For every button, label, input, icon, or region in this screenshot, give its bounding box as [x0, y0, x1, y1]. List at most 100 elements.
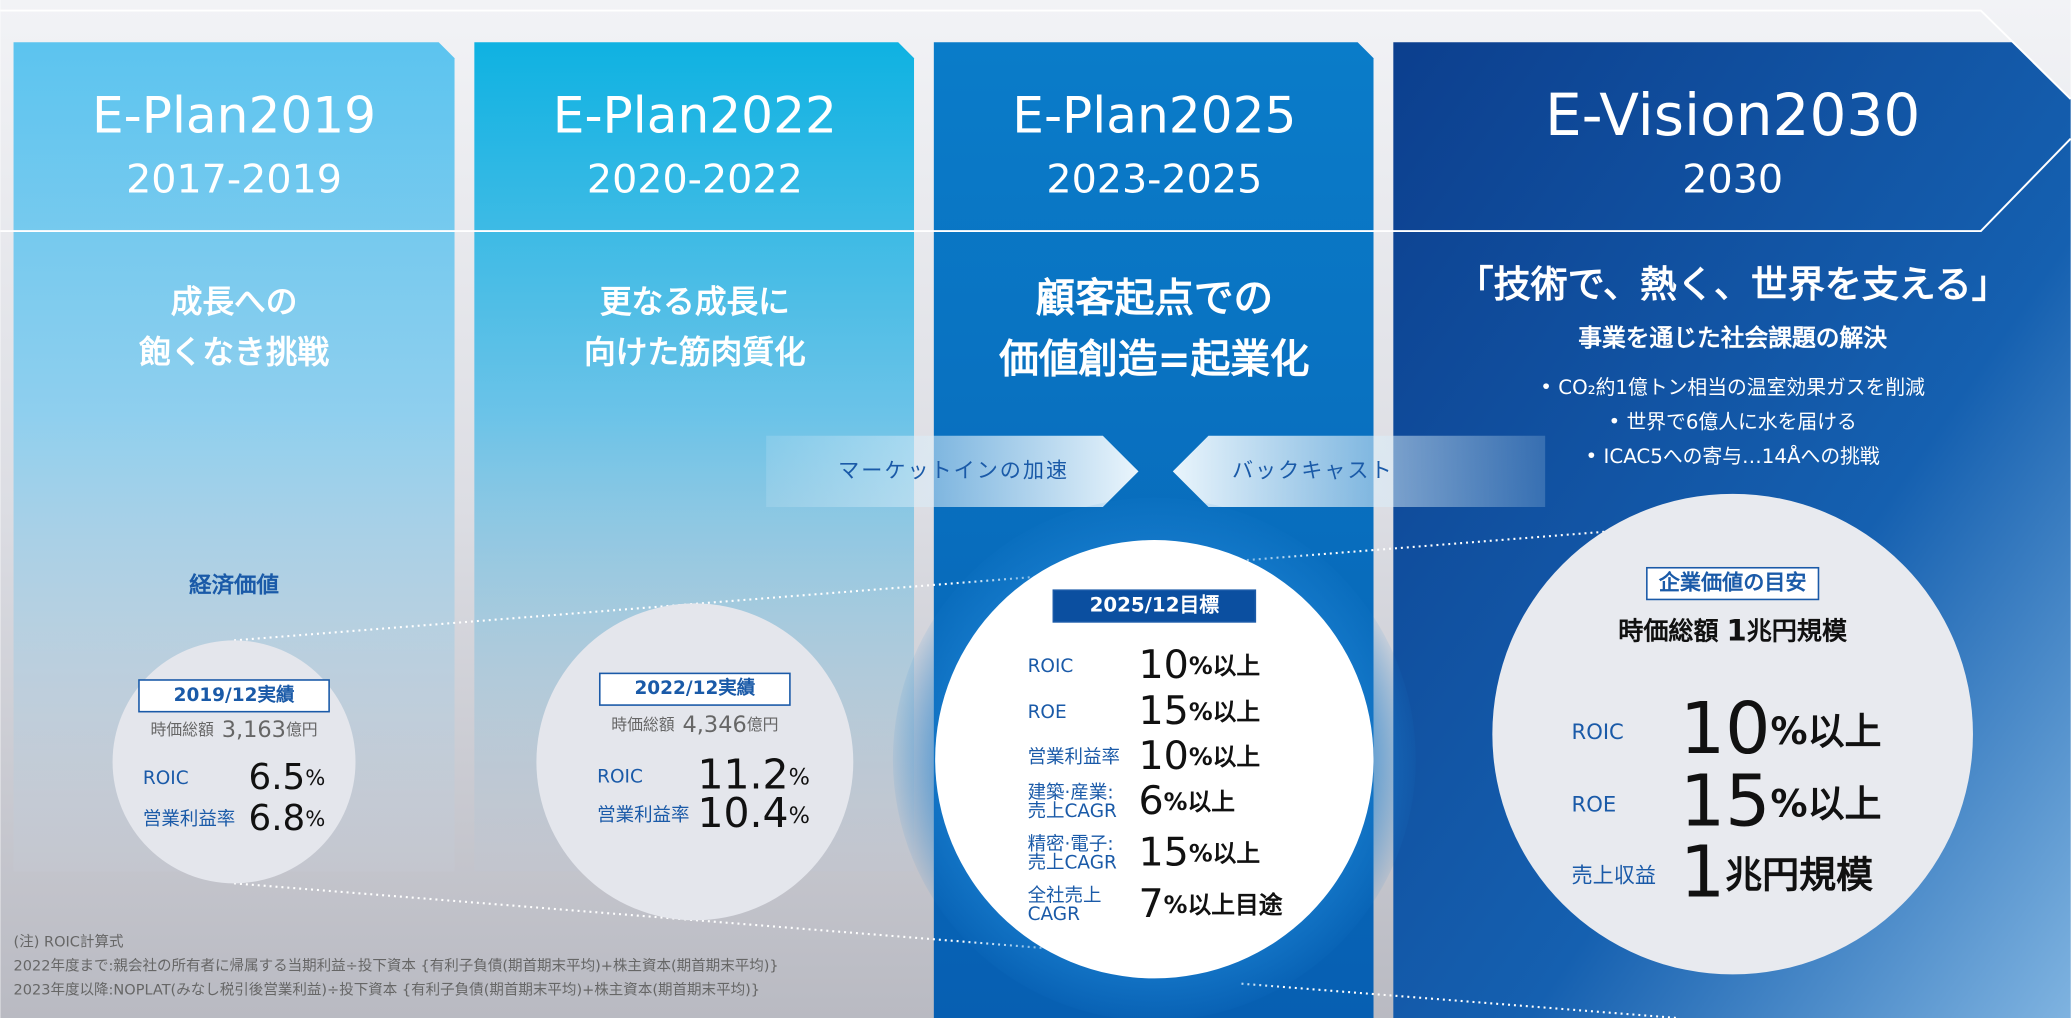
metric-unit: %: [789, 802, 810, 828]
metric-value: 1: [1680, 830, 1725, 913]
metric-label: ROIC: [1572, 719, 1624, 744]
arrow-banner: [766, 435, 1139, 508]
metric: 15%以上: [1138, 829, 1260, 875]
circle: [1492, 493, 1973, 975]
badge-box: [138, 679, 330, 713]
metric-label: 建築·産業:: [1028, 783, 1114, 804]
metric-label: 売上CAGR: [1028, 853, 1117, 874]
cap-label: 時価総額: [1618, 616, 1718, 645]
column-period: 2017-2019: [126, 157, 342, 203]
badge-box: [1646, 566, 1820, 601]
metric-label: 売上CAGR: [1028, 801, 1117, 822]
metric-unit: %以上: [1189, 839, 1260, 867]
metric-unit: %以上目途: [1164, 890, 1283, 918]
metric: 10%以上: [1680, 686, 1882, 769]
cap-value: 4,346: [683, 711, 747, 737]
metric: 10%以上: [1138, 732, 1260, 778]
metric: 15%以上: [1138, 687, 1260, 733]
metric-label: ROE: [1028, 702, 1067, 723]
metric-value: 10.4: [697, 789, 788, 837]
metric-value: 6.5: [249, 757, 306, 798]
bullet-text: 世界で6億人に水を届ける: [1626, 410, 1856, 433]
metric: 1兆円規模: [1680, 830, 1873, 913]
arrow-banner: [1172, 435, 1546, 508]
metric-unit: %以上: [1189, 651, 1260, 679]
column-title: E-Vision2030: [1545, 81, 1920, 149]
economic-value-label: 経済価値: [189, 572, 279, 599]
metric-label: 全社売上: [1028, 886, 1102, 907]
column-theme: 向けた筋肉質化: [584, 335, 806, 371]
metric-unit: 兆円規模: [1725, 853, 1873, 896]
column-title: E-Plan2022: [553, 85, 837, 144]
metric-unit: %: [305, 806, 325, 831]
column-theme: 飽くなき挑戦: [139, 334, 329, 371]
cap-label: 時価総額: [611, 714, 674, 733]
metric: 6.8%: [249, 798, 326, 839]
metric-unit: %以上: [1771, 782, 1882, 825]
metric: 7%以上目途: [1138, 880, 1282, 926]
metric-label: 売上収益: [1572, 863, 1656, 888]
metric-unit: %以上: [1189, 742, 1260, 770]
metric-label: ROE: [1572, 791, 1617, 816]
bullet: • ICAC5への寄与…14Åへの挑戦: [1586, 444, 1880, 467]
metric-unit: %: [789, 764, 810, 790]
badge-box: [1052, 589, 1257, 623]
column-1: [13, 42, 455, 872]
metric-value: 11.2: [697, 751, 788, 799]
metric-label: ROIC: [1028, 656, 1074, 677]
bullet-text: CO₂約1億トン相当の温室効果ガスを削減: [1558, 376, 1925, 399]
column-title: E-Plan2019: [92, 85, 376, 144]
arrow-label: マーケットインの加速: [838, 457, 1069, 482]
column-title: E-Plan2025: [1012, 85, 1296, 144]
badge: 企業価値の目安: [1658, 570, 1807, 595]
metric: 6%以上: [1138, 777, 1235, 823]
circle: [536, 603, 854, 921]
metric-value: 6.8: [249, 798, 306, 839]
column-theme: 「技術で、熱く、世界を支える」: [1457, 263, 2009, 306]
metric-unit: %以上: [1189, 697, 1260, 725]
column-period: 2020-2022: [587, 157, 803, 203]
cap-unit: 兆円規模: [1747, 616, 1848, 645]
metric-value: 7: [1138, 880, 1163, 926]
market-cap: 時価総額 4,346億円: [611, 711, 778, 737]
metric-label: 営業利益率: [1028, 747, 1120, 768]
metric-label: 営業利益率: [597, 805, 689, 826]
bullet: • CO₂約1億トン相当の温室効果ガスを削減: [1540, 376, 1925, 399]
arrow-label: バックキャスト: [1232, 457, 1394, 482]
metric: 11.2%: [697, 751, 809, 799]
metric: 6.5%: [249, 757, 326, 798]
metric: 10%以上: [1138, 641, 1260, 687]
circle: [112, 640, 356, 884]
column-theme: 成長への: [171, 285, 298, 321]
metric-value: 15: [1680, 759, 1771, 842]
market-cap: 時価総額 1兆円規模: [1618, 613, 1848, 647]
badge: 2025/12目標: [1090, 594, 1220, 617]
column-subtitle: 事業を通じた社会課題の解決: [1578, 324, 1887, 352]
badge-box: [598, 672, 791, 706]
metric-unit: %以上: [1771, 709, 1882, 752]
bullet-text: ICAC5への寄与…14Åへの挑戦: [1604, 444, 1880, 467]
frame-line: [0, 9, 2071, 100]
market-cap: 時価総額 3,163億円: [150, 717, 317, 743]
column-theme: 顧客起点での: [1035, 276, 1273, 322]
note: (注) ROIC計算式: [14, 934, 124, 951]
frame-line: [0, 137, 2071, 233]
column-period: 2023-2025: [1046, 157, 1262, 203]
metric-value: 10: [1680, 686, 1771, 769]
cap-unit: 億円: [747, 714, 779, 733]
metric-value: 6: [1138, 777, 1163, 823]
note: 2023年度以降:NOPLAT(みなし税引後営業利益)÷投下資本 {有利子負債(…: [14, 981, 760, 998]
metric-label: ROIC: [143, 768, 189, 789]
metric: 10.4%: [697, 789, 809, 837]
note: 2022年度まで:親会社の所有者に帰属する当期利益÷投下資本 {有利子負債(期首…: [14, 957, 779, 975]
column-theme: 更なる成長に: [600, 285, 790, 321]
metric-unit: %以上: [1164, 787, 1235, 815]
metric-label: 精密·電子:: [1028, 834, 1114, 855]
metric-value: 10: [1138, 641, 1188, 687]
metric-unit: %: [305, 765, 325, 790]
badge: 2022/12実績: [634, 677, 755, 699]
badge: 2019/12実績: [174, 684, 295, 706]
cap-label: 時価総額: [150, 720, 213, 739]
